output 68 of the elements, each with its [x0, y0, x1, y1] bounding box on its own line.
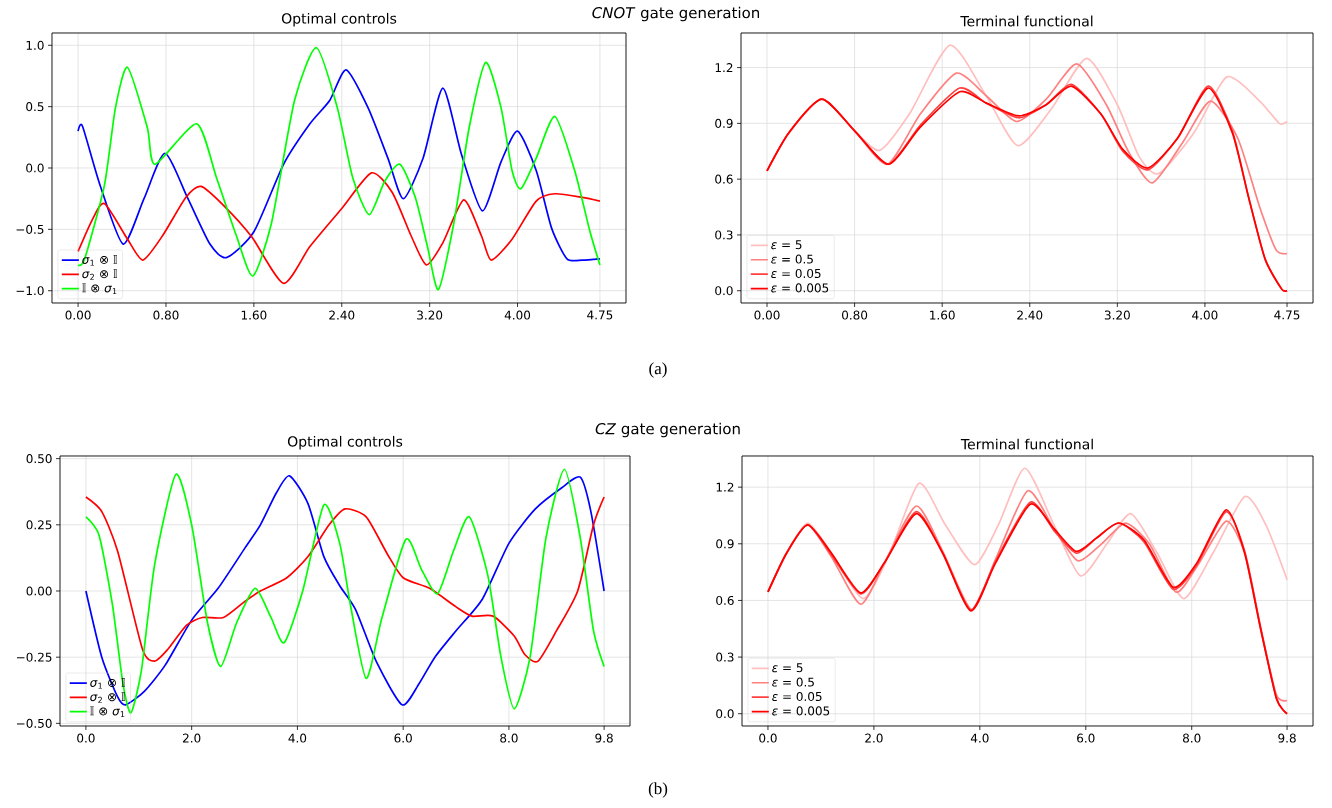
legend-label: ε = 5 — [772, 663, 803, 673]
y-tick-label: −0.25 — [16, 652, 52, 662]
y-tick-label: 0.6 — [716, 595, 734, 605]
line-series — [85, 496, 605, 662]
x-tick-label: 0.80 — [153, 310, 179, 320]
legend-label: ε = 0.005 — [772, 706, 830, 716]
line-series — [77, 172, 601, 285]
chart-title: Optimal controls — [287, 435, 403, 450]
y-tick-label: 0.5 — [26, 102, 44, 112]
y-tick-label: −0.5 — [16, 224, 44, 234]
y-tick-label: 0.00 — [26, 586, 52, 596]
x-tick-label: 0.00 — [754, 310, 780, 320]
x-tick-label: 4.0 — [288, 733, 307, 743]
y-tick-label: 0.25 — [26, 520, 52, 530]
x-tick-label: 6.0 — [394, 733, 412, 743]
x-tick-label: 4.00 — [1192, 310, 1218, 320]
y-tick-label: −1.0 — [16, 286, 44, 296]
legend-label: σ$_{2}$ ⊗ 𝕀 — [82, 269, 117, 280]
y-tick-label: 1.0 — [26, 40, 44, 50]
legend-label: 𝕀 ⊗ σ$_{1}$ — [90, 706, 125, 718]
chart-title: Terminal functional — [960, 15, 1093, 27]
text: (a) — [649, 362, 667, 378]
legend-label: ε = 0.005 — [771, 283, 829, 293]
x-tick-label: 1.60 — [241, 310, 267, 320]
x-tick-label: 4.00 — [504, 310, 531, 320]
legend-label: ε = 0.5 — [772, 677, 814, 687]
y-tick-label: −0.50 — [16, 718, 52, 728]
x-tick-label: 4.75 — [587, 310, 613, 320]
x-tick-label: 0.80 — [842, 310, 868, 320]
y-tick-label: 0.9 — [716, 539, 734, 549]
text: CNOT gate generation — [592, 6, 760, 22]
y-tick-label: 0.6 — [715, 174, 733, 184]
y-tick-label: 0.9 — [715, 118, 733, 128]
x-tick-label: 2.0 — [183, 733, 201, 743]
x-tick-label: 9.8 — [595, 733, 613, 743]
x-tick-label: 6.0 — [1077, 733, 1095, 743]
x-tick-label: 1.60 — [930, 310, 955, 320]
y-tick-label: 0.0 — [26, 163, 44, 173]
chart-title: Optimal controls — [281, 12, 397, 27]
x-tick-label: 3.20 — [417, 310, 443, 320]
text: (b) — [648, 782, 668, 798]
legend-label: ε = 0.5 — [771, 254, 813, 264]
x-tick-label: 0.0 — [77, 733, 95, 743]
chart-title: Terminal functional — [960, 438, 1093, 450]
y-tick-label: 0.50 — [26, 454, 52, 464]
x-tick-label: 2.40 — [1017, 310, 1043, 320]
y-tick-label: 1.2 — [716, 482, 734, 492]
y-tick-label: 0.3 — [715, 230, 733, 240]
x-tick-label: 4.75 — [1274, 310, 1300, 320]
x-tick-label: 4.0 — [970, 733, 989, 743]
x-tick-label: 2.40 — [329, 310, 355, 320]
legend-label: ε = 0.05 — [772, 691, 822, 702]
x-tick-label: 2.0 — [865, 733, 883, 743]
x-tick-label: 0.0 — [759, 733, 777, 743]
x-tick-label: 9.8 — [1278, 733, 1296, 743]
y-tick-label: 0.0 — [716, 709, 734, 719]
x-tick-label: 3.20 — [1104, 310, 1130, 320]
legend-label: ε = 5 — [771, 240, 802, 250]
y-tick-label: 1.2 — [715, 63, 733, 73]
x-tick-label: 8.0 — [500, 733, 518, 743]
legend-label: ε = 0.05 — [771, 268, 821, 279]
legend-label: σ$_{2}$ ⊗ 𝕀 — [90, 692, 125, 703]
legend-label: 𝕀 ⊗ σ$_{1}$ — [82, 283, 117, 295]
y-tick-label: 0.3 — [716, 652, 734, 662]
y-tick-label: 0.0 — [715, 286, 733, 296]
x-tick-label: 0.00 — [65, 310, 91, 320]
x-tick-label: 8.0 — [1182, 733, 1201, 743]
text: CZ gate generation — [595, 422, 740, 438]
